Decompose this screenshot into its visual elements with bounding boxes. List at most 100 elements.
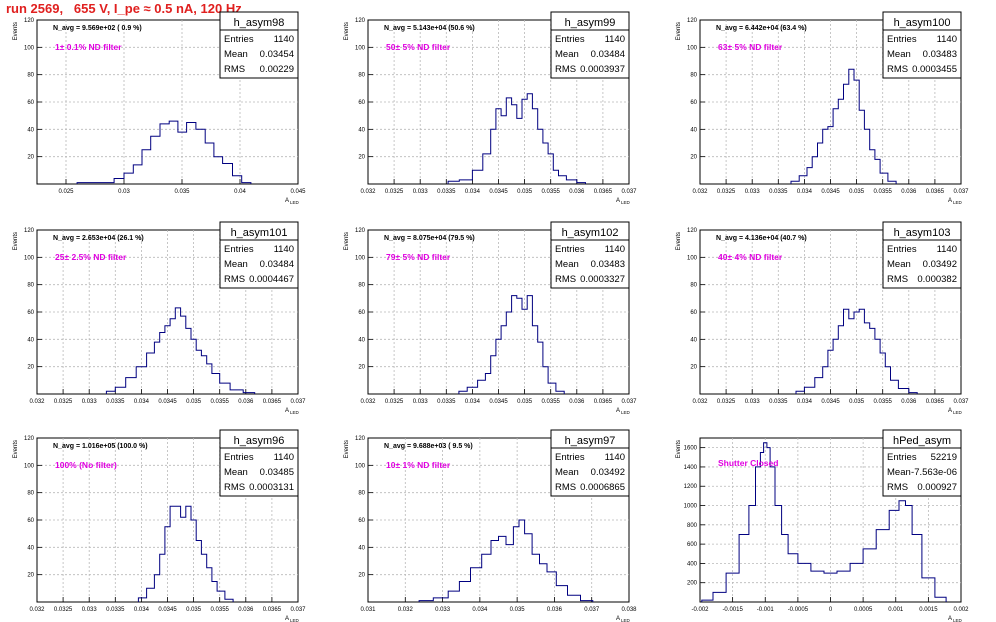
tick-label-x: 0.0325 [717,399,736,405]
stats-box-frame [219,429,299,497]
tick-label-y: 100 [355,463,366,469]
axis-label-x: A [948,616,952,622]
navg-label: N_avg = 2.653e+04 (26.1 %) [53,235,144,242]
tick-label-y: 100 [687,255,698,261]
tick-label-x: 0.036 [901,399,917,405]
tick-label-x: 0.0355 [542,399,561,405]
tick-label-x: 0.0365 [263,607,282,613]
tick-label-y: 1200 [684,484,698,490]
tick-label-x: 0.0335 [769,189,788,195]
axis-label-x-subscript: LED [953,618,963,622]
tick-label-x: -0.002 [691,607,709,613]
tick-label-x: 0.034 [465,189,481,195]
tick-label-x: 0.0325 [385,189,404,195]
tick-label-x: 0.04 [234,189,246,195]
stats-label: RMS [224,274,245,285]
tick-label-x: 0.0365 [263,399,282,405]
stats-box: h_asym103 Entries 1140 Mean 0.03492 RMS 0.0003… [882,221,962,289]
axis-label-x: A [285,408,289,414]
tick-label-y: 80 [358,73,365,79]
tick-label-x: 0.0325 [385,399,404,405]
histogram-line [76,120,252,184]
tick-label-x: 0.036 [569,189,585,195]
axis-label-y: Events [676,232,682,250]
tick-label-y: 40 [690,337,697,343]
tick-label-y: 60 [27,518,34,524]
tick-label-y: 80 [27,73,34,79]
navg-label: N_avg = 9.569e+02 ( 0.9 %) [53,25,142,32]
tick-label-y: 1400 [684,465,698,471]
tick-label-y: 80 [690,283,697,289]
tick-label-x: 0.0355 [874,399,893,405]
tick-label-x: -0.0005 [788,607,809,613]
navg-label: N_avg = 4.136e+04 (40.7 %) [716,235,807,242]
filter-label: 1± 0.1% ND filter [55,42,122,52]
navg-label: N_avg = 6.442e+04 (63.4 %) [716,25,807,32]
tick-label-y: 800 [687,523,698,529]
stats-box-frame [550,11,630,79]
stats-label: Entries [555,244,585,255]
stats-value: 0.03483 [923,49,957,60]
histogram-line [701,442,947,602]
tick-label-x: 0.0365 [926,399,945,405]
stats-box-title: h_asym98 [234,17,285,29]
axis-label-x: A [948,198,952,204]
stats-value: 0.0006865 [580,482,625,493]
stats-box-title: h_asym101 [231,227,288,239]
stats-value: 0.0003455 [912,64,957,75]
stats-value: 0.000382 [917,274,957,285]
navg-label: N_avg = 9.688e+03 ( 9.5 %) [384,443,473,450]
stats-value: 0.000927 [917,482,957,493]
tick-label-x: 0.037 [621,399,637,405]
tick-label-y: 100 [24,255,35,261]
axis-label-y: Events [13,22,19,40]
stats-value: 0.0003327 [580,274,625,285]
histogram-panel: 0.031 0.032 0.033 0.034 0.035 0.036 0.037 0.038… [344,429,637,622]
tick-label-y: 120 [355,436,366,442]
tick-label-x: 0.032 [692,399,708,405]
stats-box: h_asym100 Entries 1140 Mean 0.03483 RMS 0.0003… [882,11,962,79]
stats-label: Mean [224,467,248,478]
stats-box-title: h_asym97 [565,435,616,447]
tick-label-y: 120 [687,228,698,234]
tick-label-y: 120 [355,18,366,24]
tick-label-x: 0.033 [82,399,98,405]
tick-label-x: 0.0015 [919,607,938,613]
tick-label-y: 60 [358,518,365,524]
stats-box-frame [882,11,962,79]
tick-label-x: 0.037 [953,399,969,405]
tick-label-x: 0.037 [621,189,637,195]
tick-label-x: 0.002 [953,607,969,613]
stats-box: h_asym101 Entries 1140 Mean 0.03484 RMS 0.0004… [219,221,299,289]
axis-label-x-subscript: LED [621,410,631,415]
tick-label-x: 0.032 [29,399,45,405]
tick-label-x: 0.0355 [211,607,230,613]
axis-label-x: A [285,198,289,204]
tick-label-y: 120 [687,18,698,24]
tick-label-x: 0.034 [134,607,150,613]
stats-label: RMS [555,482,576,493]
tick-label-y: 80 [690,73,697,79]
tick-label-x: 0.037 [584,607,600,613]
tick-label-x: 0.0365 [926,189,945,195]
tick-label-x: 0.035 [186,399,202,405]
stats-value: 0.03484 [591,49,625,60]
tick-label-y: 20 [358,155,365,161]
filter-label: 50± 5% ND filter [386,42,451,52]
histogram-line [790,68,897,184]
stats-label: RMS [887,482,908,493]
tick-label-x: 0.034 [797,189,813,195]
stats-value: 1140 [605,244,625,255]
tick-label-y: 20 [27,365,34,371]
filter-label: 100% (No filter) [55,460,117,470]
tick-label-x: 0 [829,607,833,613]
stats-label: Mean [887,49,911,60]
tick-label-y: 80 [27,283,34,289]
tick-label-x: 0.037 [290,607,306,613]
tick-label-x: 0.025 [58,189,74,195]
navg-label: N_avg = 8.075e+04 (79.5 %) [384,235,475,242]
histogram-line [418,519,594,602]
stats-label: RMS [887,274,908,285]
navg-label: N_avg = 1.016e+05 (100.0 %) [53,443,148,450]
